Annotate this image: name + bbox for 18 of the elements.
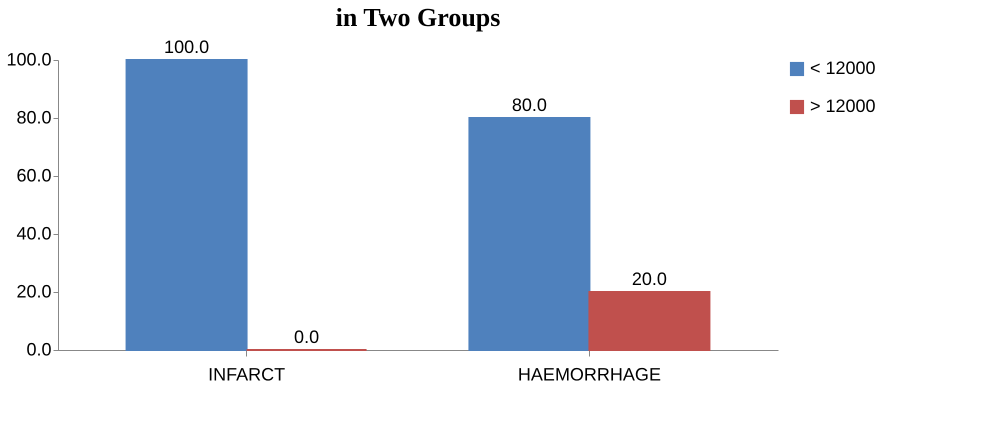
bar (126, 59, 248, 351)
data-label: 20.0 (632, 269, 667, 289)
legend-label: > 12000 (810, 96, 876, 116)
y-tick-label: 60.0 (16, 166, 52, 186)
y-tick-label: 20.0 (16, 282, 52, 302)
y-tick-label: 40.0 (16, 224, 52, 244)
legend-label: < 12000 (810, 58, 876, 78)
bar (468, 117, 590, 351)
data-label: 0.0 (294, 327, 320, 347)
bar (588, 291, 710, 351)
x-tick-label: HAEMORRHAGE (518, 364, 661, 384)
data-label: 100.0 (164, 37, 210, 57)
y-tick-label: 80.0 (16, 108, 52, 128)
y-tick-label: 0.0 (26, 340, 52, 360)
data-label: 80.0 (512, 95, 547, 115)
x-tick-label: INFARCT (208, 364, 286, 384)
y-tick-label: 100.0 (6, 50, 52, 70)
chart-title: in Two Groups (336, 3, 500, 32)
